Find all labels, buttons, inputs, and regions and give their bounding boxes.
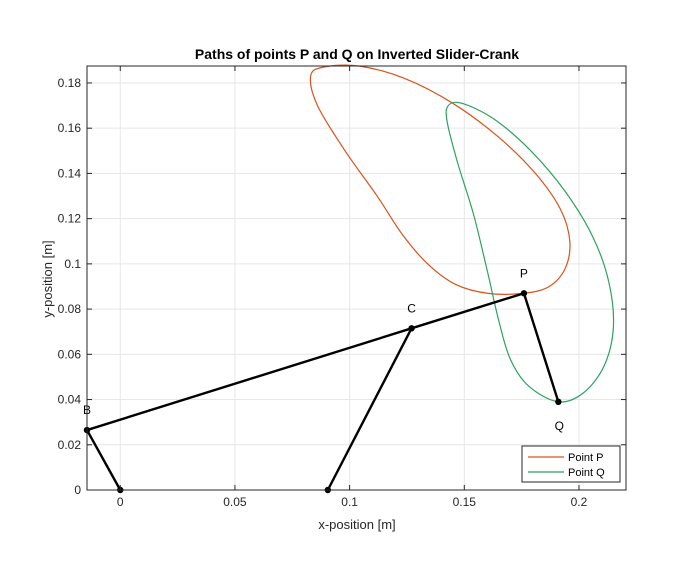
x-tick-label: 0.1 [341, 495, 358, 509]
y-tick-label: 0 [74, 483, 81, 497]
linkage-bar [85, 327, 413, 432]
y-axis-label: y-position [m] [40, 240, 55, 317]
y-tick-label: 0.06 [58, 347, 82, 361]
plot-area [87, 66, 626, 490]
y-tick-label: 0.14 [58, 166, 82, 180]
joint-marker [555, 398, 562, 406]
x-axis-label: x-position [m] [318, 517, 395, 532]
y-tick-label: 0.08 [58, 302, 82, 316]
y-tick-label: 0.16 [58, 121, 82, 135]
linkage-bar [410, 292, 526, 330]
joint-label-c: C [407, 301, 416, 315]
x-tick-label: 0.15 [453, 495, 477, 509]
series-line-point-p [309, 64, 571, 295]
x-axis: 0 0.05 0.1 0.15 0.2 [117, 66, 588, 509]
x-tick-label: 0.2 [571, 495, 588, 509]
y-tick-label: 0.12 [58, 212, 82, 226]
y-tick-label: 0.1 [64, 257, 81, 271]
linkage-bar [85, 428, 122, 492]
joint-marker [408, 325, 415, 332]
y-axis: 0 0.02 0.04 0.06 0.08 0.1 0.12 0.14 0.16 0.18 [58, 76, 626, 497]
legend-entry: Point Q [568, 467, 605, 479]
y-tick-label: 0.02 [58, 438, 82, 452]
axes-frame [86, 65, 627, 491]
x-tick-label: 0.05 [223, 495, 247, 509]
y-tick-label: 0.04 [58, 393, 82, 407]
legend-entry: Point P [568, 452, 603, 464]
linkage-bar [522, 292, 560, 404]
joint-marker [520, 290, 528, 297]
linkage-bar [326, 327, 413, 492]
series-layer [309, 64, 615, 403]
chart-title: Paths of points P and Q on Inverted Slid… [195, 46, 519, 62]
legend-box [521, 445, 621, 483]
grid [87, 66, 626, 491]
y-tick-label: 0.18 [58, 76, 82, 90]
joint-label-q: Q [555, 419, 564, 433]
legend: Point P Point Q [521, 445, 621, 483]
x-tick-label: 0 [117, 495, 124, 509]
joint-label-p: P [520, 266, 528, 280]
series-line-point-q [445, 101, 615, 403]
